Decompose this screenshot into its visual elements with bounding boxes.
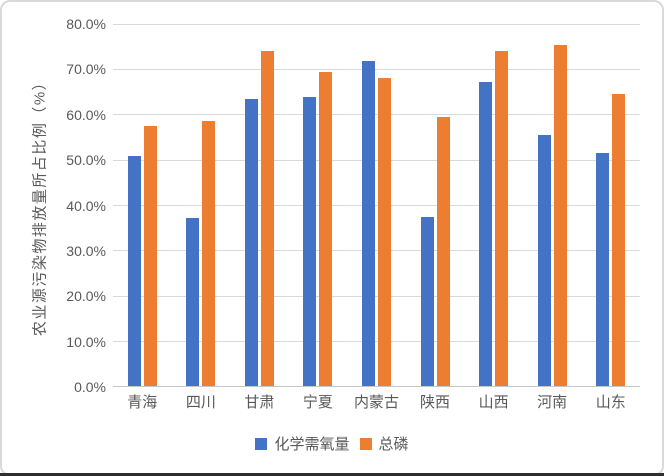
chart-bar [553,44,567,386]
chart-bar [186,218,200,386]
chart-bar [596,152,610,386]
chart-bar [537,135,551,386]
x-category-label: 青海 [127,394,158,411]
chart-bar [303,96,317,386]
chart-bar [495,50,509,386]
x-category-label: 陕西 [420,394,451,411]
gridline [113,341,640,343]
legend-swatch-tp [359,437,372,450]
x-category-label: 山东 [595,394,626,411]
legend-swatch-cod [255,437,268,450]
legend-item-cod: 化学需氧量 [255,433,350,454]
x-category-label: 甘肃 [244,394,275,411]
chart-bar [362,61,375,386]
gridline [113,205,640,206]
legend-label-tp: 总磷 [378,436,409,453]
legend: 化学需氧量 总磷 [0,433,664,454]
y-axis-tick-label: 50.0% [66,152,106,169]
chart-bar [143,125,157,386]
chart-bar [436,117,450,386]
x-axis-line [113,386,640,387]
y-axis-tick-label: 10.0% [66,333,106,350]
gridline [113,295,640,297]
gridline [113,68,640,70]
y-axis-tick-label: 20.0% [66,288,106,305]
y-axis-tick-label: 80.0% [66,16,106,32]
y-axis-tick-label: 40.0% [66,197,106,214]
gridline [113,114,640,116]
chart-bar [479,82,493,386]
y-axis-tick-label: 60.0% [66,106,106,123]
chart-bar [612,93,626,386]
chart-bar [378,78,391,386]
chart-bar [244,99,258,386]
y-axis-tick-label: 70.0% [66,61,106,78]
gridline [113,159,640,161]
legend-label-cod: 化学需氧量 [274,436,350,453]
x-category-label: 内蒙古 [353,394,399,411]
x-category-label: 山西 [478,394,509,411]
x-category-label: 四川 [185,394,216,411]
chart-bar [319,72,333,386]
chart-bar [420,217,434,386]
chart-bar [127,155,141,386]
chart-bar [202,121,216,386]
y-axis-tick-label: 30.0% [66,242,106,259]
gridline [113,250,640,252]
y-axis-tick-label: 0.0% [74,379,106,395]
x-category-label: 宁夏 [302,394,333,411]
plot-area [113,23,640,387]
gridline [113,23,640,25]
chart-bar [260,51,274,386]
x-category-label: 河南 [537,394,568,411]
legend-item-tp: 总磷 [359,433,409,454]
